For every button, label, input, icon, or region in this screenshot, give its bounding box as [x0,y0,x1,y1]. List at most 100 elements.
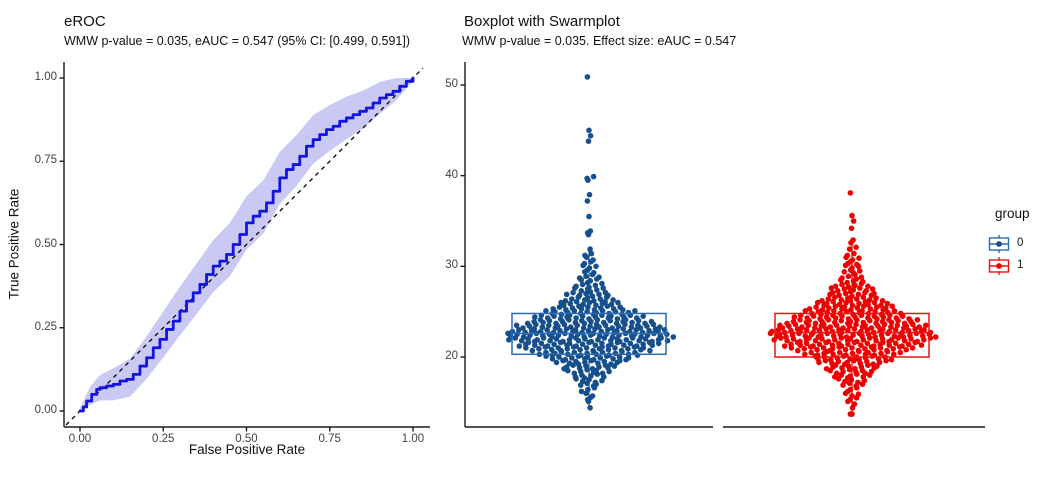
swarm-point [579,281,586,288]
swarm-point [655,340,662,347]
swarm-point [840,325,846,331]
swarm-point [578,306,585,312]
swarm-point [840,353,847,359]
swarm-subtitle: WMW p-value = 0.035. Effect size: eAUC =… [462,34,737,48]
swarm-point [825,317,832,323]
swarm-point [827,324,834,330]
swarm-group-0 [505,74,677,411]
swarm-point [851,250,857,257]
swarm-point [909,345,916,351]
swarm-point [806,306,813,312]
swarm-point [606,368,612,375]
swarm-point [657,324,663,330]
swarm-point [584,267,591,273]
swarm-point [810,313,817,320]
swarm-point [880,314,887,320]
swarm-point [829,289,836,296]
swarm-point [775,327,782,333]
swarm-point [891,351,897,358]
swarm-point [846,366,853,373]
swarm-point [544,327,550,333]
swarm-point [801,346,808,352]
swarm-point [847,259,854,265]
swarm-point [586,339,592,346]
swarm-point [520,325,526,331]
swarm-point [594,317,601,323]
swarm-point [650,321,657,328]
swarm-point [621,342,627,349]
swarm-point [767,330,774,337]
swarm-point [584,295,591,301]
swarm-point [594,287,600,293]
swarm-point [897,344,903,350]
swarm-point [842,290,849,297]
swarm-point [786,323,792,330]
swarm-point [551,313,557,320]
swarm-point [857,285,863,291]
swarm-point [838,297,845,303]
swarm-point [534,337,540,343]
swarm-point [816,359,822,366]
swarm-point [865,349,871,356]
swarm-point [912,339,918,346]
swarm-point [566,340,573,347]
swarm-point [838,277,844,283]
swarm-point [512,335,519,341]
swarm-point [866,372,873,378]
swarm-point [851,357,857,364]
swarm-point [516,343,523,349]
swarm-point [797,342,803,349]
swarm-point [587,288,594,295]
legend-title: group [995,206,1030,221]
swarm-point [593,263,599,270]
swarm-point [905,341,912,348]
swarm-point [857,268,863,274]
swarm-point [670,334,677,340]
swarm-point [842,262,849,269]
swarm-point [585,304,591,310]
swarm-point [658,335,664,341]
swarm-point [871,299,878,306]
swarm-point [889,303,895,310]
swarm-point [859,381,866,388]
swarm-point [836,292,842,299]
swarm-point [921,327,927,333]
swarm-point [821,321,827,328]
swarm-point [819,336,825,342]
swarm-point [844,279,850,286]
swarm-point [602,298,608,305]
roc-diagonal-line [65,67,424,426]
swarm-point [847,318,854,325]
swarm-point [853,321,859,328]
swarm-point [570,289,576,296]
swarm-point [585,231,592,238]
swarm-point [577,382,584,388]
swarm-point [570,362,576,369]
swarm-point [629,319,635,326]
swarm-point [586,191,593,198]
swarm-point [843,299,849,306]
swarm-point [903,346,909,353]
swarm-point [864,340,871,347]
swarm-point [589,293,596,300]
swarm-point [807,344,814,350]
swarm-point [877,345,884,351]
swarm-point [647,347,653,354]
swarm-point [841,286,848,292]
swarm-point [814,299,821,306]
swarm-point [828,285,835,291]
swarm-point [883,305,889,311]
swarm-point [795,347,801,354]
legend-key-0 [988,235,1010,253]
swarm-point [631,344,638,350]
swarm-groups [505,74,939,417]
swarm-point [819,307,826,313]
swarm-point [599,280,605,287]
swarm-point [850,218,857,224]
swarm-point [642,336,649,342]
swarm-point [897,349,904,356]
swarm-point [849,411,855,417]
swarm-point [579,341,586,348]
swarm-point [587,246,593,252]
